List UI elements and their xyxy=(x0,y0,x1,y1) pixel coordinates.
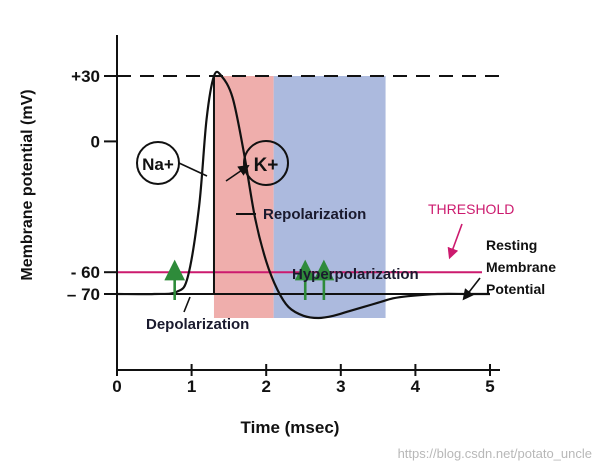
k-circle xyxy=(243,140,289,186)
resting-label-line-3: Potential xyxy=(486,281,545,297)
na-label: Na+ xyxy=(142,155,174,174)
axis-ticks: 0 1 2 3 4 5 +30 0 - 60 – 70 xyxy=(67,67,495,396)
y-tick-label-0: +30 xyxy=(71,67,100,86)
y-axis-label: Membrane potential (mV) xyxy=(19,89,36,280)
region-0 xyxy=(213,76,274,318)
y-tick-label-3: – 70 xyxy=(67,285,100,304)
watermark: https://blog.csdn.net/potato_uncle xyxy=(398,446,592,461)
k-pointer xyxy=(225,164,250,182)
x-tick-label-2: 2 xyxy=(261,377,270,396)
hyperpolarization-label: Hyperpolarization xyxy=(292,266,419,283)
repolarization-label: Repolarization xyxy=(263,206,366,223)
depolarization-pointer xyxy=(183,296,191,313)
stimulus-arrows xyxy=(164,259,335,300)
x-tick-label-1: 1 xyxy=(187,377,196,396)
na-pointer xyxy=(178,162,208,177)
x-tick-label-3: 3 xyxy=(336,377,345,396)
threshold-pointer xyxy=(447,223,463,260)
resting-pointer xyxy=(462,277,481,301)
resting-label-line-1: Resting xyxy=(486,237,537,253)
k-label: K+ xyxy=(254,155,279,176)
y-tick-label-2: - 60 xyxy=(71,263,100,282)
threshold-label: THRESHOLD xyxy=(428,201,514,217)
x-tick-label-0: 0 xyxy=(112,377,121,396)
depolarization-label: Depolarization xyxy=(146,316,249,333)
y-tick-label-1: 0 xyxy=(91,132,100,151)
series-layer xyxy=(116,70,490,320)
action-potential-line xyxy=(116,70,490,320)
shaded-regions xyxy=(213,76,386,318)
x-tick-label-5: 5 xyxy=(485,377,494,396)
resting-label-line-2: Membrane xyxy=(486,259,556,275)
x-axis-label: Time (msec) xyxy=(241,418,340,437)
x-tick-label-4: 4 xyxy=(411,377,421,396)
